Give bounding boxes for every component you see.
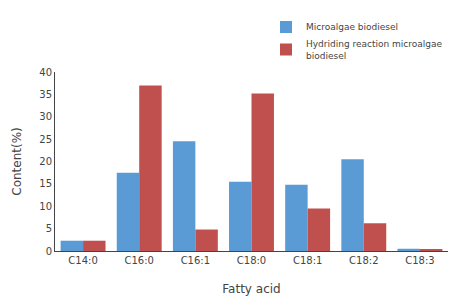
svg-text:C18:3: C18:3: [405, 255, 434, 266]
svg-text:C14:0: C14:0: [68, 255, 97, 266]
svg-text:Hydriding reaction microalgaeb: Hydriding reaction microalgaebiodiesel: [306, 39, 443, 61]
svg-text:C16:0: C16:0: [124, 255, 153, 266]
svg-text:Microalgae biodiesel: Microalgae biodiesel: [306, 22, 398, 32]
svg-text:C18:2: C18:2: [349, 255, 378, 266]
svg-text:5: 5: [46, 223, 52, 234]
svg-text:10: 10: [39, 201, 52, 212]
svg-text:0: 0: [46, 246, 52, 257]
svg-text:Content(%): Content(%): [10, 127, 24, 196]
svg-text:C16:1: C16:1: [181, 255, 210, 266]
svg-text:Fatty acid: Fatty acid: [222, 282, 280, 296]
svg-text:C18:1: C18:1: [293, 255, 322, 266]
svg-text:20: 20: [39, 156, 52, 167]
svg-text:C18:0: C18:0: [237, 255, 266, 266]
svg-text:35: 35: [39, 89, 52, 100]
svg-text:25: 25: [39, 134, 52, 145]
svg-text:15: 15: [39, 178, 52, 189]
svg-text:40: 40: [39, 67, 52, 78]
svg-text:30: 30: [39, 111, 52, 122]
